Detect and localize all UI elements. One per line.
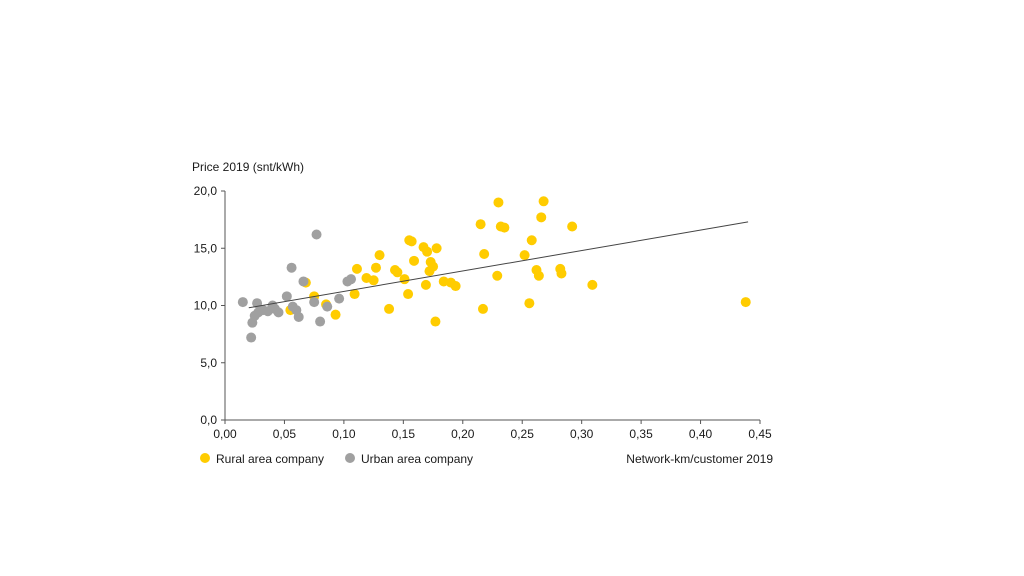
rural-company-point xyxy=(538,196,549,207)
rural-company-point xyxy=(392,267,403,278)
rural-company-point xyxy=(492,270,503,281)
rural-company-point xyxy=(499,222,510,233)
urban-company-point xyxy=(322,301,333,312)
x-tick-label: 0,15 xyxy=(392,427,416,441)
legend-label-rural: Rural area company xyxy=(216,452,324,466)
urban-company-point xyxy=(309,297,320,308)
y-tick-label: 10,0 xyxy=(194,299,218,313)
rural-company-point xyxy=(406,236,417,247)
x-tick-label: 0,35 xyxy=(629,427,653,441)
rural-company-point xyxy=(536,212,547,223)
urban-company-point xyxy=(346,274,357,285)
x-tick-label: 0,10 xyxy=(332,427,356,441)
x-tick-label: 0,25 xyxy=(511,427,535,441)
rural-company-point xyxy=(475,219,486,230)
x-tick-label: 0,05 xyxy=(273,427,297,441)
rural-company-point xyxy=(430,316,441,327)
rural-company-point xyxy=(428,261,439,272)
urban-company-point xyxy=(315,316,326,327)
x-axis-label: Network-km/customer 2019 xyxy=(626,452,773,466)
rural-company-point xyxy=(556,268,567,279)
legend: Rural area company Urban area company xyxy=(200,452,473,466)
x-tick-label: 0,00 xyxy=(213,427,237,441)
legend-marker-rural xyxy=(200,453,210,463)
rural-company-point xyxy=(533,270,544,281)
urban-company-point xyxy=(281,291,292,302)
rural-company-point xyxy=(567,221,578,232)
rural-company-point xyxy=(351,263,362,274)
urban-company-point xyxy=(273,307,284,318)
trendline xyxy=(248,221,749,309)
rural-company-point xyxy=(479,248,490,259)
y-tick-label: 0,0 xyxy=(200,413,217,427)
rural-company-point xyxy=(420,279,431,290)
rural-company-point xyxy=(519,250,530,261)
rural-company-point xyxy=(526,235,537,246)
x-tick-label: 0,45 xyxy=(748,427,772,441)
rural-company-point xyxy=(409,255,420,266)
y-tick-label: 15,0 xyxy=(194,241,218,255)
urban-company-point xyxy=(246,332,257,343)
rural-company-point xyxy=(349,289,360,300)
y-tick-label: 5,0 xyxy=(200,356,217,370)
rural-company-point xyxy=(740,297,751,308)
data-points xyxy=(237,196,751,343)
rural-company-point xyxy=(587,279,598,290)
rural-company-point xyxy=(477,303,488,314)
urban-company-point xyxy=(311,229,322,240)
rural-company-point xyxy=(370,262,381,273)
rural-company-point xyxy=(368,275,379,286)
legend-marker-urban xyxy=(345,453,355,463)
rural-company-point xyxy=(450,281,461,292)
rural-company-point xyxy=(384,303,395,314)
urban-company-point xyxy=(237,297,248,308)
x-tick-label: 0,40 xyxy=(689,427,713,441)
urban-company-point xyxy=(293,311,304,322)
x-tick-label: 0,30 xyxy=(570,427,594,441)
y-tick-label: 20,0 xyxy=(194,184,218,198)
rural-company-point xyxy=(422,246,433,257)
urban-company-point xyxy=(286,262,297,273)
rural-company-point xyxy=(431,243,442,254)
rural-company-point xyxy=(399,274,410,285)
rural-company-point xyxy=(493,197,504,208)
urban-company-point xyxy=(334,293,345,304)
rural-company-point xyxy=(403,289,414,300)
x-axis-ticks: 0,00 0,05 0,10 0,15 0,20 0,25 0,30 0,35 0,40 0,45 xyxy=(213,420,772,441)
x-tick-label: 0,20 xyxy=(451,427,475,441)
rural-company-point xyxy=(524,298,535,309)
urban-company-point xyxy=(298,276,309,287)
y-axis-ticks: 0,0 5,0 10,0 15,0 20,0 xyxy=(194,184,225,427)
legend-label-urban: Urban area company xyxy=(361,452,473,466)
y-axis-label: Price 2019 (snt/kWh) xyxy=(192,160,304,174)
rural-company-point xyxy=(374,250,385,261)
rural-company-point xyxy=(330,309,341,320)
